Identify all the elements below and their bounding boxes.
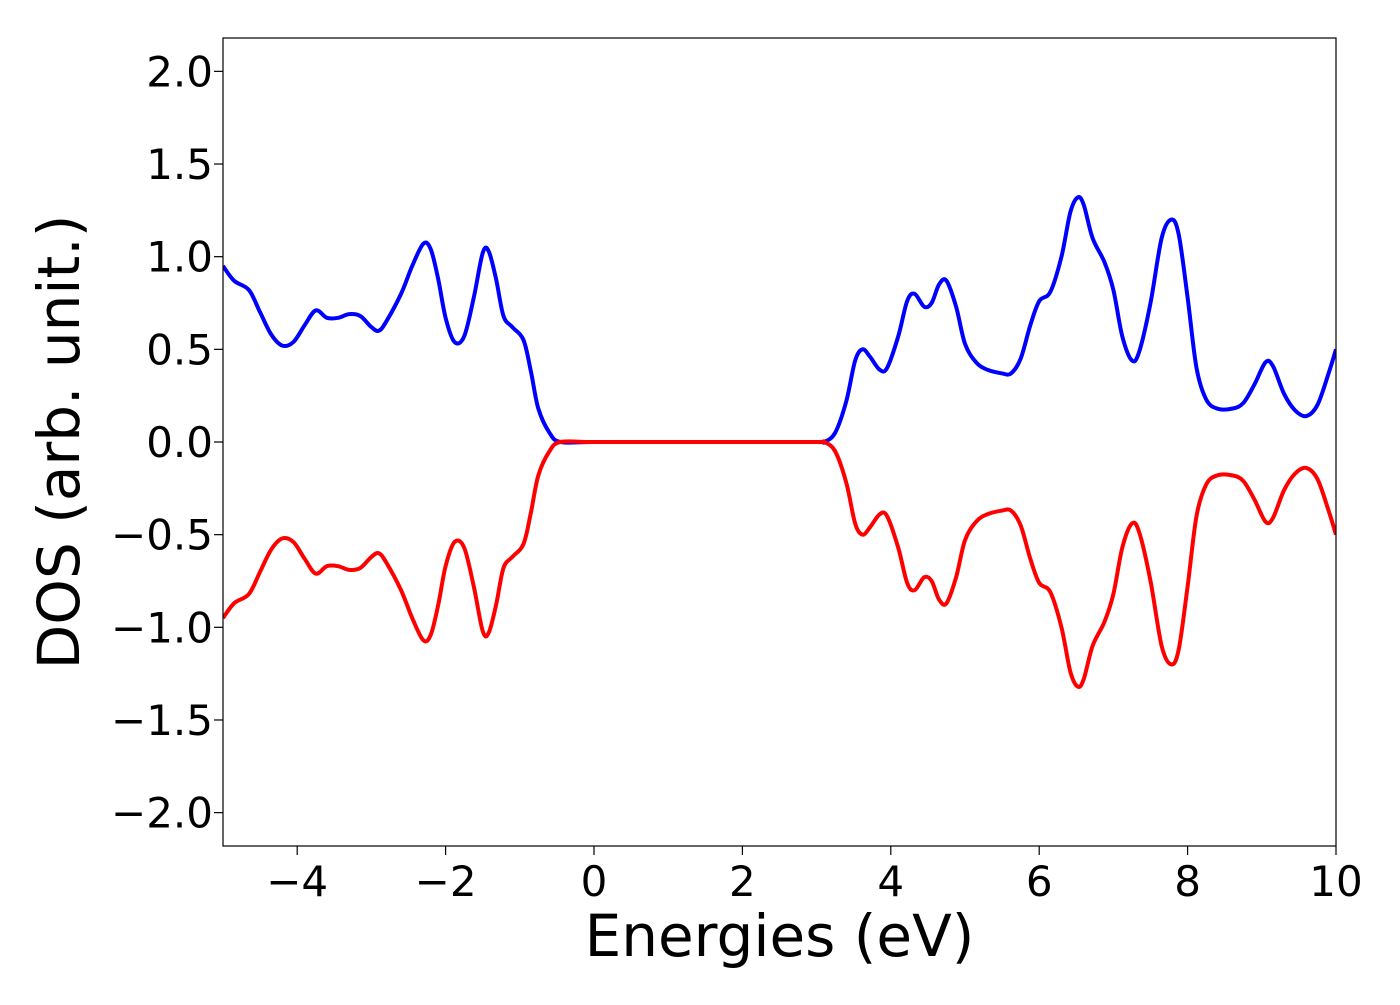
y-tick-label: 2.0 xyxy=(146,47,213,96)
y-tick-label: −2.0 xyxy=(111,789,213,838)
y-axis-label: DOS (arb. unit.) xyxy=(25,215,93,670)
x-axis-label: Energies (eV) xyxy=(585,902,975,970)
series-layer xyxy=(223,195,1336,689)
series-line-1 xyxy=(223,439,1336,689)
x-tick-label: 10 xyxy=(1309,857,1362,906)
y-axis: 2.0 1.5 1.0 0.5 0.0 −0.5 −1.0 −1.5 −2.0 xyxy=(111,47,223,838)
series-line-0 xyxy=(223,195,1336,445)
x-tick-label: 6 xyxy=(1026,857,1053,906)
y-tick-label: 1.0 xyxy=(146,233,213,282)
x-tick-label: −2 xyxy=(415,857,477,906)
y-tick-label: 0.0 xyxy=(146,418,213,467)
y-tick-label: 0.5 xyxy=(146,325,213,374)
x-tick-label: −4 xyxy=(266,857,328,906)
x-tick-label: 8 xyxy=(1174,857,1201,906)
y-tick-label: 1.5 xyxy=(146,140,213,189)
x-tick-label: 4 xyxy=(877,857,904,906)
y-tick-label: −1.0 xyxy=(111,603,213,652)
y-tick-label: −1.5 xyxy=(111,696,213,745)
y-tick-label: −0.5 xyxy=(111,511,213,560)
x-axis: −4 −2 0 2 4 6 8 10 xyxy=(266,846,1363,906)
x-tick-label: 2 xyxy=(729,857,756,906)
x-tick-label: 0 xyxy=(581,857,608,906)
